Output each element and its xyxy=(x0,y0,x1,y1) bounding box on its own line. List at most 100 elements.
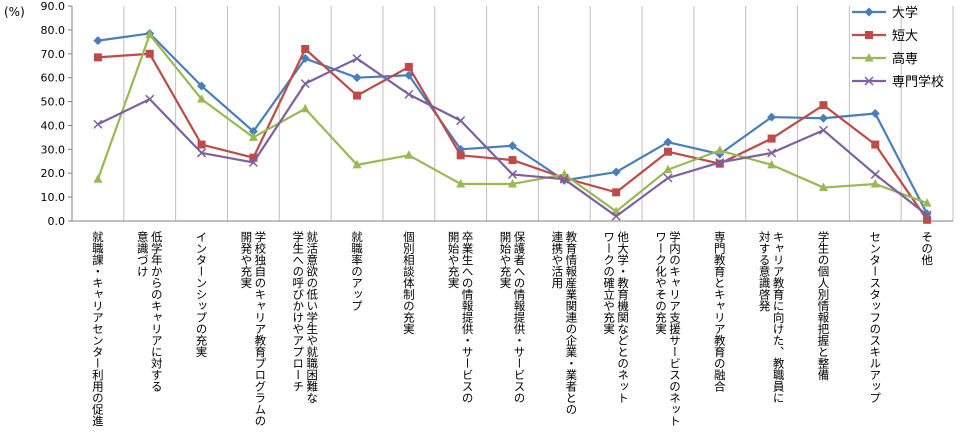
x-tick-label: 保護者への情報提供・サービスの xyxy=(513,230,527,403)
data-point-square xyxy=(865,31,873,39)
data-point-x-stroke xyxy=(352,54,362,64)
y-tick-label: 80.0 xyxy=(41,24,66,37)
x-tick-label: 他大学・教育機関などとのネット xyxy=(616,231,630,404)
x-tick-label: キャリア教育に向けた、教職員に xyxy=(772,231,786,404)
legend-label: 高専 xyxy=(892,51,918,67)
x-tick-label: センタースタッフのスキルアップ xyxy=(868,231,882,404)
series-line xyxy=(97,47,928,221)
data-point-x-stroke xyxy=(404,89,414,99)
legend-label: 大学 xyxy=(892,5,918,21)
data-point-square xyxy=(197,140,206,149)
data-point-diamond xyxy=(508,141,517,151)
data-point-x xyxy=(404,89,414,99)
data-point-x-stroke xyxy=(611,211,621,221)
x-tick-label: 就活意欲の低い学生や就職困難な xyxy=(305,230,319,403)
data-point-triangle xyxy=(404,150,414,159)
series-line xyxy=(97,57,928,218)
axes xyxy=(68,5,953,222)
data-point-x-stroke xyxy=(145,94,155,104)
x-tick-label: ワークの確立や充実 xyxy=(602,231,616,335)
x-tick-label: 個別相談体制の充実 xyxy=(402,231,416,335)
data-point-triangle xyxy=(352,159,362,169)
legend-item: 専門学校 xyxy=(852,74,944,90)
data-point-x-stroke xyxy=(663,173,673,183)
data-point-triangle xyxy=(663,164,673,174)
data-point-x xyxy=(559,174,569,184)
data-point-triangle xyxy=(456,178,466,188)
x-tick-label: 開発や充実 xyxy=(239,231,253,289)
y-tick-label: 30.0 xyxy=(41,143,66,156)
y-tick-label: 50.0 xyxy=(41,96,66,109)
x-tick-label: 卒業生への情報提供・サービスの xyxy=(461,230,475,403)
data-point-x-stroke xyxy=(715,157,725,168)
x-tick-label: 就職率のアップ xyxy=(350,230,364,311)
y-tick-label: 60.0 xyxy=(41,72,66,85)
x-tick-label: 学生への呼びかけやアプローチ xyxy=(291,230,305,392)
data-point-triangle xyxy=(508,178,517,188)
x-tick-label: 学生の個人別情報把握と整備 xyxy=(816,230,830,381)
data-point-square xyxy=(93,53,102,62)
data-point-x xyxy=(197,148,207,158)
x-tick-label: 学校独自のキャリア教育プログラムの xyxy=(253,230,267,426)
data-point-x xyxy=(300,79,310,89)
data-point-square xyxy=(923,215,932,224)
data-point-diamond xyxy=(300,54,310,64)
data-point-diamond xyxy=(870,109,880,118)
y-tick-label: 0.0 xyxy=(48,215,66,228)
y-tick-labels: 0.0 10.0 20.0 30.0 40.0 50.0 60.0 70.0 80.0 90.0 xyxy=(41,0,66,228)
data-point-x-stroke xyxy=(248,157,258,168)
data-point-triangle xyxy=(93,174,103,183)
x-tick-label: 専門教育とキャリア教育の融合 xyxy=(713,231,727,392)
data-point-square xyxy=(145,49,154,58)
data-point-triangle xyxy=(611,206,621,215)
data-point-triangle xyxy=(559,169,569,178)
data-point-x xyxy=(456,116,466,126)
data-point-square xyxy=(715,159,724,168)
data-point-x xyxy=(818,125,828,135)
data-point-x xyxy=(145,94,155,104)
x-tick-label: 対する意識啓発 xyxy=(758,230,772,312)
x-tick-label: 就職課・キャリアセンター利用の促進 xyxy=(91,230,105,427)
data-point-x xyxy=(715,157,725,168)
data-point-triangle xyxy=(922,198,932,207)
data-point-x-stroke xyxy=(559,174,569,184)
data-point-diamond xyxy=(352,73,362,83)
series-3 xyxy=(93,29,932,215)
data-point-x-stroke xyxy=(93,119,103,129)
y-unit-label: (%) xyxy=(4,5,25,19)
data-point-square xyxy=(404,62,413,71)
data-point-diamond xyxy=(404,70,414,80)
data-point-square xyxy=(560,174,569,182)
data-point-triangle xyxy=(715,145,725,155)
data-point-diamond xyxy=(767,112,777,122)
data-point-x-stroke xyxy=(507,169,518,179)
data-point-x xyxy=(352,54,362,64)
data-point-x-stroke xyxy=(300,79,310,89)
y-tick-label: 20.0 xyxy=(41,167,66,180)
data-point-x xyxy=(507,169,518,179)
x-tick-label: 意識づけ xyxy=(136,230,150,277)
data-point-diamond xyxy=(248,126,258,136)
data-point-diamond xyxy=(864,7,874,17)
y-tick-label: 40.0 xyxy=(41,119,66,132)
data-point-diamond xyxy=(197,81,207,91)
y-tick-label: 70.0 xyxy=(41,48,66,61)
y-tick-label: 90.0 xyxy=(41,0,66,13)
category-grid xyxy=(123,6,954,221)
data-point-square xyxy=(508,156,517,165)
legend-item: 高専 xyxy=(852,51,918,67)
data-point-square xyxy=(871,140,880,149)
data-point-diamond xyxy=(93,36,103,46)
data-point-x-stroke xyxy=(197,148,207,158)
y-tick-label: 10.0 xyxy=(41,191,66,204)
data-point-square xyxy=(663,147,672,156)
data-point-square xyxy=(353,91,362,100)
data-point-x xyxy=(767,148,777,158)
data-point-square xyxy=(767,134,776,143)
series-2 xyxy=(93,45,932,224)
data-point-triangle xyxy=(300,103,310,113)
data-point-x-stroke xyxy=(767,148,777,158)
